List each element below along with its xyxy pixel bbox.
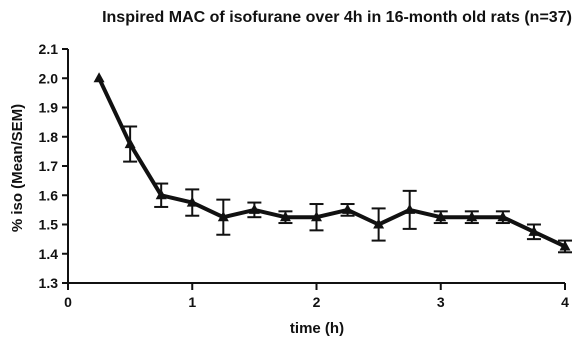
- data-point: [404, 203, 416, 214]
- data-point: [559, 240, 571, 251]
- series-line-group: [97, 77, 566, 249]
- data-point: [248, 203, 260, 214]
- y-tick-label: 1.3: [39, 275, 59, 291]
- series-line: [97, 77, 566, 249]
- chart-title: Inspired MAC of isofurane over 4h in 16-…: [102, 9, 572, 26]
- x-axis-label: time (h): [290, 320, 344, 337]
- data-point: [217, 211, 229, 222]
- x-tick-label: 3: [437, 294, 445, 310]
- data-point: [466, 211, 478, 222]
- data-point: [342, 203, 354, 214]
- data-point: [155, 189, 167, 200]
- data-point: [528, 225, 540, 236]
- data-point: [186, 196, 198, 207]
- data-points: [93, 72, 571, 251]
- x-tick-label: 0: [64, 294, 72, 310]
- y-tick-label: 1.4: [39, 246, 59, 262]
- x-tick-label: 1: [188, 294, 196, 310]
- error-bars: [123, 125, 572, 254]
- data-point: [279, 211, 291, 222]
- axes: 1.3 1.4 1.5 1.6 1.7 1.8 1.9 2.0 2.1 0 1 2 3 4: [39, 41, 570, 310]
- y-tick-label: 2.0: [39, 70, 59, 86]
- y-tick-label: 2.1: [39, 41, 59, 57]
- y-tick-label: 1.7: [39, 158, 59, 174]
- data-point: [497, 211, 509, 222]
- data-point: [124, 138, 136, 149]
- data-point: [311, 211, 322, 222]
- y-tick-label: 1.5: [39, 217, 59, 233]
- y-tick-label: 1.8: [39, 129, 59, 145]
- data-point: [93, 72, 105, 83]
- data-point: [373, 218, 385, 229]
- y-tick-label: 1.6: [39, 187, 59, 203]
- y-axis-label: % iso (Mean/SEM): [9, 104, 26, 232]
- y-tick-label: 1.9: [39, 100, 59, 116]
- x-tick-label: 4: [561, 294, 569, 310]
- x-tick-label: 2: [313, 294, 321, 310]
- data-point: [435, 211, 447, 222]
